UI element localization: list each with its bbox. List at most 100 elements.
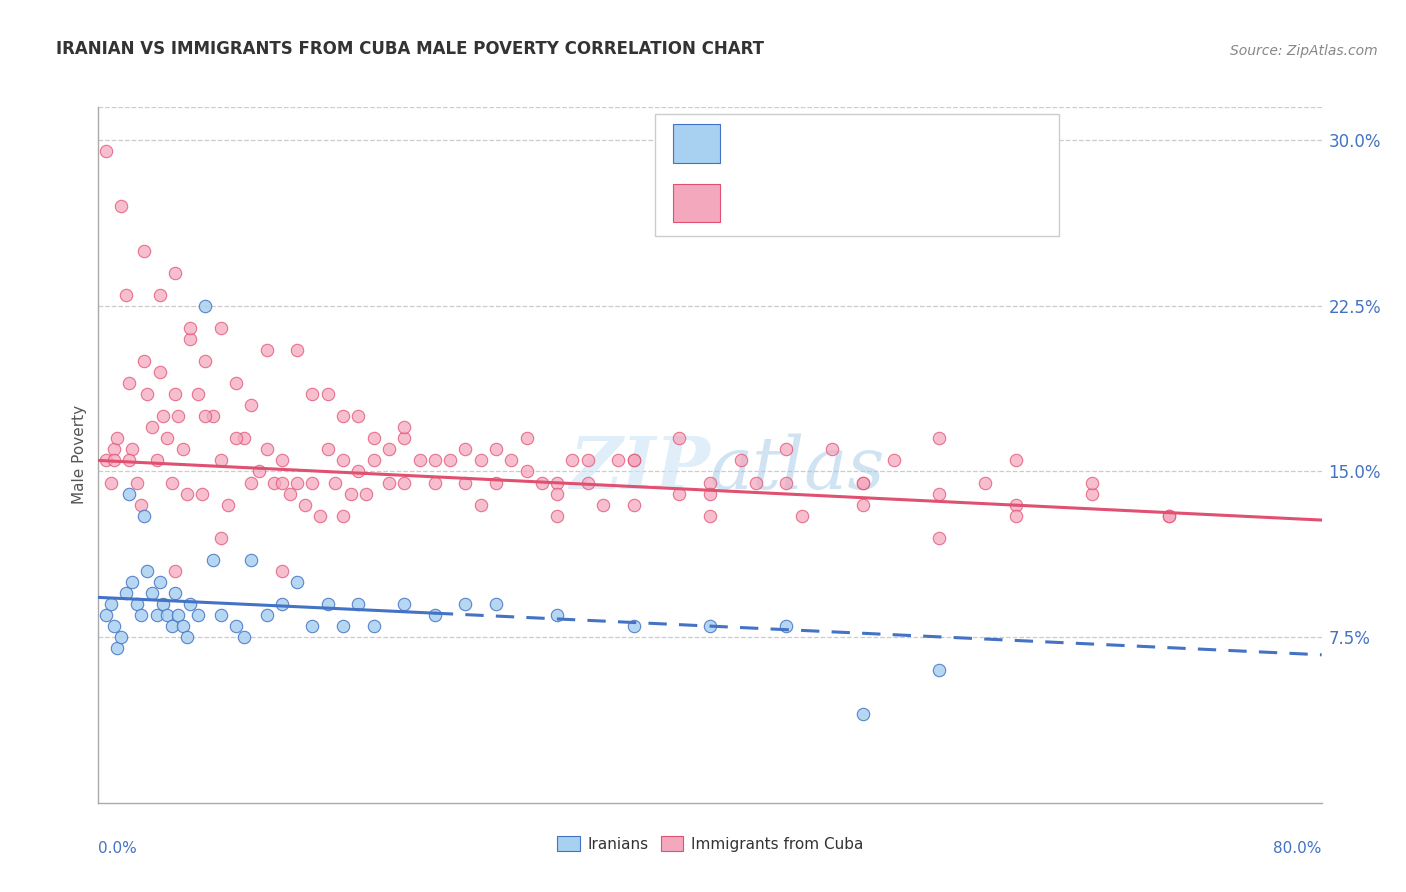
Point — [194, 409, 217, 424]
Point — [191, 486, 214, 500]
Point — [592, 498, 614, 512]
FancyBboxPatch shape — [673, 184, 720, 222]
Point — [110, 630, 132, 644]
Point — [363, 453, 385, 467]
Point — [187, 608, 209, 623]
Point — [485, 597, 508, 611]
Point — [134, 508, 156, 523]
Point — [347, 465, 370, 479]
Point — [152, 409, 174, 424]
Point — [149, 365, 172, 379]
Point — [852, 475, 875, 490]
Point — [100, 597, 122, 611]
Point — [232, 431, 254, 445]
Point — [270, 564, 292, 578]
Point — [775, 619, 797, 633]
Point — [225, 619, 247, 633]
Point — [974, 475, 997, 490]
Point — [363, 619, 385, 633]
Point — [309, 508, 332, 523]
Text: 0.0%: 0.0% — [98, 841, 138, 856]
Point — [121, 442, 143, 457]
Point — [209, 531, 232, 545]
Text: 48: 48 — [965, 133, 987, 151]
Point — [439, 453, 461, 467]
Point — [163, 387, 186, 401]
Point — [167, 409, 190, 424]
Point — [928, 531, 950, 545]
Point — [179, 597, 201, 611]
Point — [623, 453, 645, 467]
Point — [176, 630, 198, 644]
Point — [110, 199, 132, 213]
Point — [285, 574, 308, 589]
Text: IRANIAN VS IMMIGRANTS FROM CUBA MALE POVERTY CORRELATION CHART: IRANIAN VS IMMIGRANTS FROM CUBA MALE POV… — [56, 40, 765, 58]
Point — [392, 420, 416, 434]
Point — [160, 475, 183, 490]
Point — [1157, 508, 1180, 523]
Point — [423, 608, 446, 623]
Point — [316, 597, 339, 611]
Point — [790, 508, 813, 523]
Point — [209, 453, 232, 467]
Point — [928, 486, 950, 500]
Point — [316, 442, 339, 457]
Point — [576, 475, 599, 490]
Point — [125, 475, 148, 490]
Point — [217, 498, 239, 512]
Point — [1081, 486, 1104, 500]
Point — [339, 486, 361, 500]
Point — [301, 387, 323, 401]
Point — [285, 343, 308, 357]
Point — [1004, 453, 1026, 467]
Point — [576, 453, 599, 467]
Point — [301, 475, 323, 490]
Point — [129, 608, 152, 623]
Point — [392, 475, 416, 490]
Point — [156, 431, 179, 445]
Point — [240, 475, 263, 490]
Point — [134, 354, 156, 368]
Point — [163, 564, 186, 578]
Point — [745, 475, 768, 490]
Point — [172, 442, 194, 457]
Point — [332, 409, 354, 424]
Point — [546, 608, 568, 623]
Point — [202, 409, 225, 424]
Point — [546, 486, 568, 500]
Point — [423, 453, 446, 467]
Point — [115, 586, 138, 600]
Text: ZIP: ZIP — [569, 434, 710, 504]
Point — [118, 376, 141, 391]
Point — [325, 475, 347, 490]
Point — [316, 387, 339, 401]
Point — [270, 597, 292, 611]
Point — [256, 442, 278, 457]
Point — [118, 486, 141, 500]
Point — [668, 431, 690, 445]
Point — [118, 453, 141, 467]
Point — [423, 475, 446, 490]
Point — [607, 453, 630, 467]
Point — [209, 608, 232, 623]
Point — [129, 498, 152, 512]
Point — [530, 475, 553, 490]
Point — [883, 453, 905, 467]
Point — [516, 431, 538, 445]
Point — [852, 498, 875, 512]
Point — [332, 619, 354, 633]
Point — [347, 409, 370, 424]
Text: N =: N = — [903, 133, 941, 151]
Point — [546, 475, 568, 490]
Point — [928, 663, 950, 677]
Point — [149, 574, 172, 589]
Point — [347, 597, 370, 611]
Point — [378, 442, 401, 457]
Point — [179, 321, 201, 335]
Point — [392, 431, 416, 445]
Point — [408, 453, 430, 467]
Point — [152, 597, 174, 611]
Point — [163, 266, 186, 280]
Point — [163, 586, 186, 600]
Point — [105, 641, 128, 656]
